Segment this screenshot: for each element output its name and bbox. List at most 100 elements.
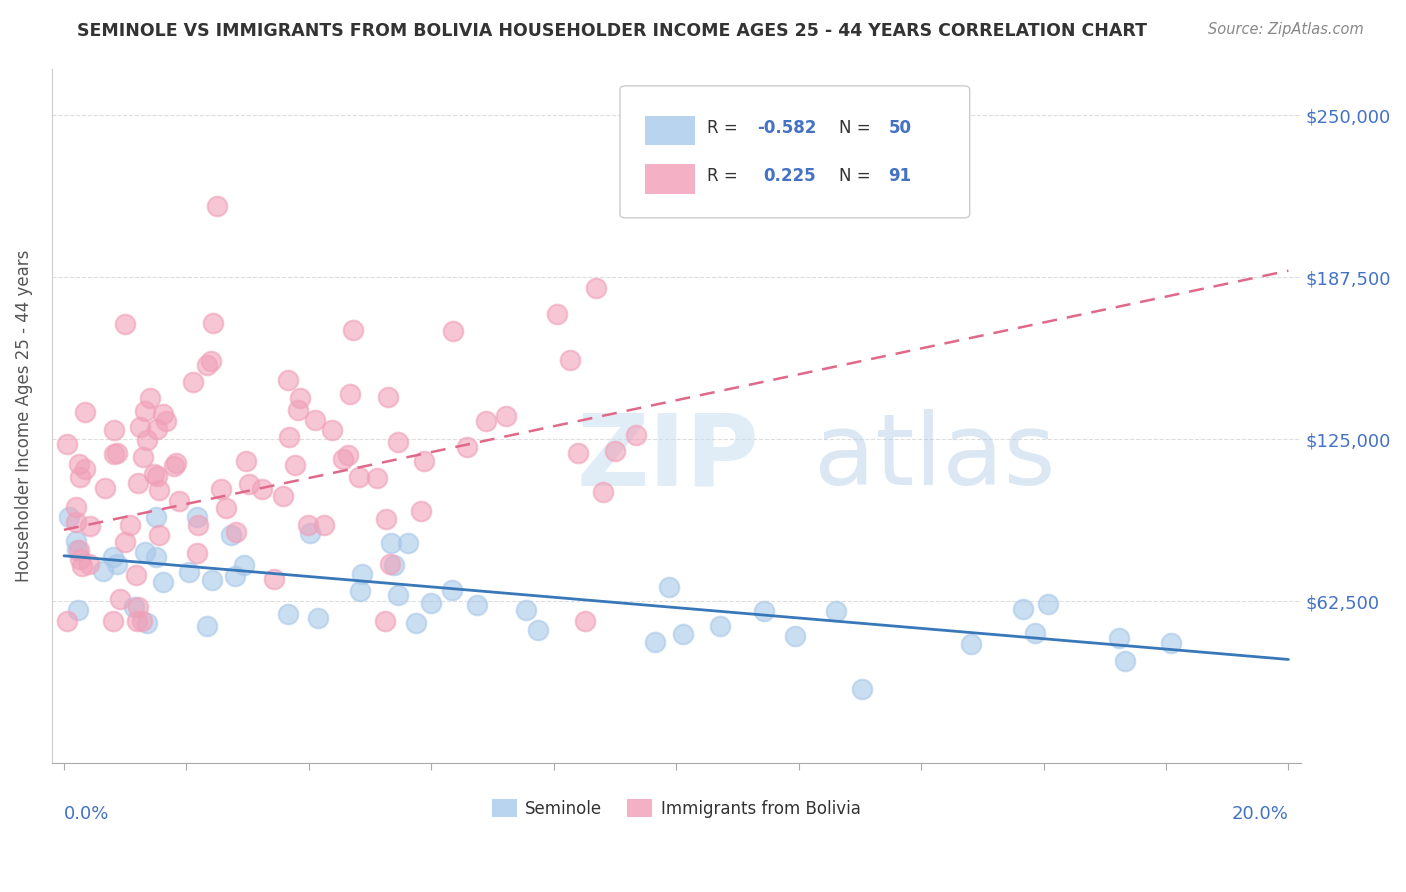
Point	[380, 536, 402, 550]
Y-axis label: Householder Income Ages 25 - 44 years: Householder Income Ages 25 - 44 years	[15, 250, 32, 582]
Point	[134, 404, 156, 418]
Point	[139, 392, 162, 406]
Point	[342, 323, 364, 337]
Point	[959, 637, 981, 651]
Point	[219, 528, 242, 542]
Text: 50: 50	[889, 119, 911, 136]
Point	[205, 199, 228, 213]
Point	[148, 528, 170, 542]
Point	[339, 387, 361, 401]
FancyBboxPatch shape	[620, 86, 970, 218]
Point	[105, 446, 128, 460]
Point	[349, 583, 371, 598]
Point	[69, 470, 91, 484]
Point	[224, 568, 246, 582]
Point	[127, 599, 149, 614]
Point	[1160, 635, 1182, 649]
Point	[66, 603, 89, 617]
Point	[785, 629, 807, 643]
Point	[238, 477, 260, 491]
Point	[122, 600, 145, 615]
Point	[103, 447, 125, 461]
Point	[105, 557, 128, 571]
Point	[215, 500, 238, 515]
Point	[297, 518, 319, 533]
Point	[709, 619, 731, 633]
Point	[73, 405, 96, 419]
Point	[131, 450, 153, 465]
Point	[142, 467, 165, 481]
Point	[605, 444, 627, 458]
Point	[387, 588, 409, 602]
Point	[456, 440, 478, 454]
Point	[152, 574, 174, 589]
Point	[277, 607, 299, 622]
Point	[56, 437, 79, 451]
Point	[752, 604, 775, 618]
Point	[585, 281, 607, 295]
Point	[186, 509, 208, 524]
Point	[374, 614, 396, 628]
Legend: Seminole, Immigrants from Bolivia: Seminole, Immigrants from Bolivia	[485, 793, 868, 824]
Point	[515, 603, 537, 617]
Point	[271, 489, 294, 503]
Point	[592, 484, 614, 499]
FancyBboxPatch shape	[645, 116, 695, 145]
Point	[382, 558, 405, 572]
Text: 0.225: 0.225	[763, 167, 817, 186]
Point	[495, 409, 517, 424]
Point	[152, 408, 174, 422]
Text: R =: R =	[707, 167, 744, 186]
Point	[314, 518, 336, 533]
Point	[125, 568, 148, 582]
Point	[65, 534, 87, 549]
Point	[332, 451, 354, 466]
Point	[278, 430, 301, 444]
Point	[366, 471, 388, 485]
Point	[70, 559, 93, 574]
Point	[1036, 597, 1059, 611]
Point	[658, 580, 681, 594]
Point	[75, 462, 97, 476]
Point	[558, 353, 581, 368]
Point	[825, 604, 848, 618]
Point	[145, 509, 167, 524]
Point	[181, 375, 204, 389]
Point	[56, 614, 79, 628]
Point	[77, 557, 100, 571]
Text: SEMINOLE VS IMMIGRANTS FROM BOLIVIA HOUSEHOLDER INCOME AGES 25 - 44 YEARS CORREL: SEMINOLE VS IMMIGRANTS FROM BOLIVIA HOUS…	[77, 22, 1147, 40]
Point	[148, 483, 170, 497]
Point	[131, 614, 153, 628]
Point	[441, 324, 464, 338]
Point	[103, 550, 125, 565]
Point	[67, 543, 90, 558]
Point	[252, 482, 274, 496]
Point	[235, 454, 257, 468]
Point	[65, 515, 87, 529]
Point	[127, 475, 149, 490]
Point	[66, 542, 89, 557]
Point	[277, 372, 299, 386]
Text: R =: R =	[707, 119, 744, 136]
Point	[65, 500, 87, 514]
Text: 20.0%: 20.0%	[1232, 805, 1288, 822]
Point	[441, 583, 464, 598]
FancyBboxPatch shape	[645, 164, 695, 194]
Point	[146, 422, 169, 436]
Point	[412, 454, 434, 468]
Point	[155, 414, 177, 428]
Point	[409, 504, 432, 518]
Text: 0.0%: 0.0%	[65, 805, 110, 822]
Point	[167, 493, 190, 508]
Point	[165, 457, 187, 471]
Point	[58, 509, 80, 524]
Point	[101, 614, 124, 628]
Point	[103, 423, 125, 437]
Point	[347, 470, 370, 484]
Point	[567, 446, 589, 460]
Point	[201, 573, 224, 587]
Point	[672, 627, 695, 641]
Point	[574, 614, 596, 628]
Point	[475, 414, 498, 428]
Point	[287, 403, 309, 417]
